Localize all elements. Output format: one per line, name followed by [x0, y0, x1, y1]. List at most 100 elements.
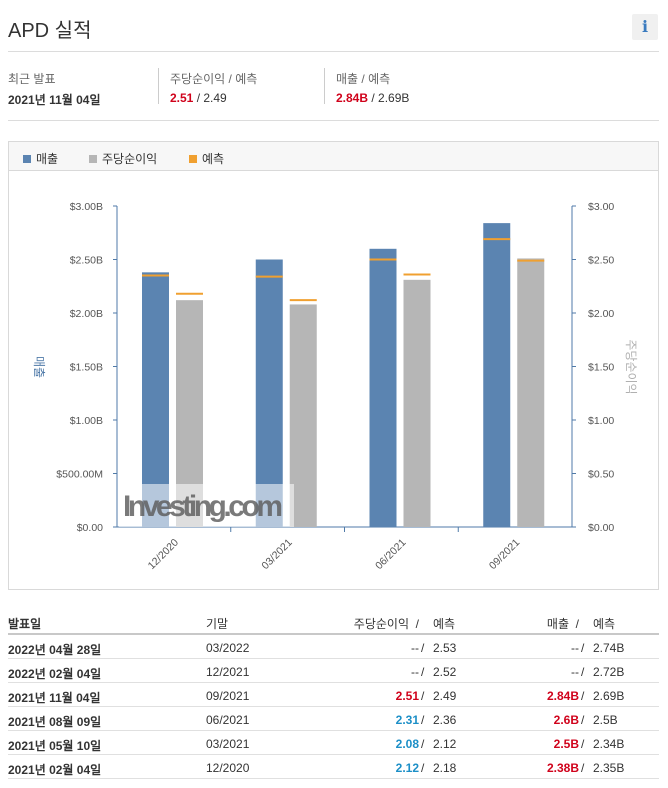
row-eps: 2.08 [395, 737, 419, 751]
legend-swatch-eps [89, 154, 97, 163]
row-eps: 2.12 [395, 761, 419, 775]
legend-item-eps[interactable]: 주당순이익 [89, 150, 157, 167]
row-period: 06/2021 [206, 713, 250, 727]
page-title: APD 실적 [8, 20, 92, 42]
bar-revenue [255, 259, 283, 527]
y-tick-label-right: $2.50 [588, 255, 614, 267]
y-tick-label-left: $1.00B [70, 415, 103, 427]
row-period: 03/2022 [206, 641, 250, 655]
summary-latest: 최근 발표 2021년 11월 04일 [8, 70, 101, 108]
summary-eps: 주당순이익 / 예측 2.51 / 2.49 [158, 68, 258, 105]
row-revenue-forecast: 2.72B [593, 665, 625, 679]
summary-rev-label: 매출 / 예측 [336, 72, 391, 86]
header-revenue-forecast: 예측 [593, 617, 616, 631]
row-date: 2021년 08월 09일 [8, 715, 102, 729]
row-eps-forecast: 2.12 [433, 737, 457, 751]
row-eps-forecast: 2.53 [433, 641, 457, 655]
header-eps-forecast: 예측 [433, 617, 456, 631]
legend-label-revenue: 매출 [36, 152, 59, 166]
row-eps: -- [411, 641, 419, 655]
table-row: 2021년 11월 04일 09/2021 2.51 2.49 2.84B 2.69B / / [8, 683, 659, 707]
row-eps-forecast: 2.36 [433, 713, 457, 727]
bar-eps [289, 304, 317, 527]
row-revenue: 2.6B [553, 713, 579, 727]
legend-item-forecast[interactable]: 예측 [189, 150, 224, 167]
table-row: 2022년 04월 28일 03/2022 -- 2.53 -- 2.74B / / [8, 635, 659, 659]
divider [8, 51, 659, 52]
summary-eps-slash: / [193, 91, 204, 105]
legend-label-eps: 주당순이익 [102, 152, 158, 166]
row-revenue-forecast: 2.74B [593, 641, 625, 655]
watermark-backdrop [119, 484, 294, 527]
summary-separator [324, 68, 325, 104]
summary-rev-slash: / [368, 91, 379, 105]
row-slash: / [421, 713, 425, 727]
row-date: 2021년 05월 10일 [8, 739, 102, 753]
row-revenue-forecast: 2.69B [593, 689, 625, 703]
x-tick-label: 06/2021 [373, 537, 408, 572]
earnings-table: 발표일 기말 주당순이익 / 예측 매출 / 예측 2022년 04월 28일 0… [8, 611, 659, 779]
row-date: 2021년 02월 04일 [8, 763, 102, 777]
bar-revenue [369, 248, 397, 528]
bar-eps [403, 279, 431, 527]
row-slash: / [581, 737, 585, 751]
row-slash: / [421, 689, 425, 703]
info-icon[interactable]: i [632, 14, 658, 40]
y-tick-label-left: $2.50B [70, 255, 103, 267]
y-tick-label-right: $3.00 [588, 201, 614, 213]
row-period: 12/2020 [206, 761, 250, 775]
bar-eps [517, 258, 545, 527]
row-slash: / [421, 761, 425, 775]
row-slash: / [581, 713, 585, 727]
row-revenue: -- [571, 665, 579, 679]
row-eps: 2.31 [395, 713, 419, 727]
row-date: 2022년 02월 04일 [8, 667, 102, 681]
table-row: 2021년 02월 04일 12/2020 2.12 2.18 2.38B 2.35B / / [8, 755, 659, 779]
row-revenue: 2.5B [553, 737, 579, 751]
table-row: 2021년 08월 09일 06/2021 2.31 2.36 2.6B 2.5B / / [8, 707, 659, 731]
row-slash: / [581, 641, 585, 655]
earnings-chart: $0.00 $0.00 $500.00M $0.50 $1.00B $1.00 $1.50B… [8, 141, 659, 590]
legend-label-forecast: 예측 [202, 152, 225, 166]
row-slash: / [421, 665, 425, 679]
y-tick-label-right: $2.00 [588, 308, 614, 320]
summary-eps-forecast: 2.49 [203, 91, 227, 105]
legend-swatch-revenue [23, 154, 31, 163]
row-revenue-forecast: 2.35B [593, 761, 625, 775]
y-tick-label-right: $0.50 [588, 469, 614, 481]
chart-canvas: $0.00 $0.00 $500.00M $0.50 $1.00B $1.00 $1.50B… [32, 201, 638, 572]
summary-latest-label: 최근 발표 [8, 72, 56, 86]
y-tick-label-left: $2.00B [70, 308, 103, 320]
table-header: 발표일 기말 주당순이익 / 예측 매출 / 예측 [8, 611, 659, 635]
row-slash: / [421, 737, 425, 751]
y-tick-label-right: $1.00 [588, 415, 614, 427]
row-date: 2021년 11월 04일 [8, 691, 101, 705]
y-tick-label-right: $0.00 [588, 522, 614, 534]
row-period: 03/2021 [206, 737, 250, 751]
summary-eps-label: 주당순이익 / 예측 [170, 72, 258, 86]
y-tick-label-left: $1.50B [70, 362, 103, 374]
summary-eps-actual: 2.51 [170, 91, 194, 105]
table-row: 2022년 02월 04일 12/2021 -- 2.52 -- 2.72B / / [8, 659, 659, 683]
row-date: 2022년 04월 28일 [8, 643, 102, 657]
x-tick-label: 03/2021 [259, 537, 294, 572]
row-revenue: 2.38B [546, 761, 579, 775]
x-tick-label: 09/2021 [487, 537, 522, 572]
summary-latest-date: 2021년 11월 04일 [8, 93, 101, 107]
row-eps-forecast: 2.49 [433, 689, 457, 703]
row-revenue: -- [571, 641, 579, 655]
row-revenue-forecast: 2.5B [593, 713, 618, 727]
table-body: 2022년 04월 28일 03/2022 -- 2.53 -- 2.74B //2022년… [8, 635, 659, 779]
row-eps-forecast: 2.18 [433, 761, 457, 775]
row-eps-forecast: 2.52 [433, 665, 457, 679]
watermark-logo: Investing.com [123, 490, 283, 523]
legend-item-revenue[interactable]: 매출 [23, 150, 58, 167]
y-tick-label-left: $500.00M [56, 469, 103, 481]
legend-swatch-forecast [189, 154, 197, 163]
bar-revenue [483, 223, 511, 527]
y-axis-title-right: 주당순이익 [624, 339, 638, 394]
row-slash: / [421, 641, 425, 655]
y-axis-title-left: 매출 [32, 356, 46, 378]
chart-legend: 매출 주당순이익 예측 [9, 142, 658, 171]
row-revenue: 2.84B [546, 689, 579, 703]
